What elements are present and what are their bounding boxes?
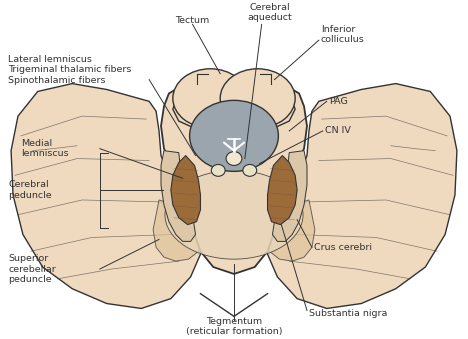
PathPatch shape	[153, 200, 200, 261]
Text: Tegmentum
(reticular formation): Tegmentum (reticular formation)	[186, 317, 282, 336]
PathPatch shape	[161, 82, 307, 274]
Ellipse shape	[165, 171, 303, 259]
Text: CN IV: CN IV	[325, 126, 351, 135]
Ellipse shape	[243, 164, 256, 176]
PathPatch shape	[268, 156, 297, 225]
Text: Medial
lemniscus: Medial lemniscus	[21, 139, 69, 158]
Text: Inferior
colliculus: Inferior colliculus	[321, 24, 365, 44]
Ellipse shape	[173, 69, 248, 128]
PathPatch shape	[161, 151, 196, 241]
Ellipse shape	[226, 152, 242, 165]
Text: Cerebral
aqueduct: Cerebral aqueduct	[247, 3, 292, 22]
PathPatch shape	[268, 200, 315, 261]
Text: Cerebral
peduncle: Cerebral peduncle	[8, 180, 52, 200]
Text: Crus cerebri: Crus cerebri	[314, 243, 372, 252]
Ellipse shape	[220, 69, 295, 128]
Text: PAG: PAG	[329, 97, 347, 106]
Text: Tectum: Tectum	[176, 16, 210, 25]
Text: Superior
cerebellar
peduncle: Superior cerebellar peduncle	[8, 254, 56, 284]
PathPatch shape	[268, 84, 457, 308]
Ellipse shape	[212, 164, 225, 176]
PathPatch shape	[173, 78, 295, 137]
Text: Substantia nigra: Substantia nigra	[309, 309, 388, 318]
PathPatch shape	[272, 151, 307, 241]
Ellipse shape	[190, 100, 278, 172]
PathPatch shape	[171, 156, 200, 225]
PathPatch shape	[11, 84, 200, 308]
PathPatch shape	[196, 289, 272, 316]
Text: Lateral lemniscus
Trigeminal thalamic fibers
Spinothalamic fibers: Lateral lemniscus Trigeminal thalamic fi…	[8, 55, 132, 85]
